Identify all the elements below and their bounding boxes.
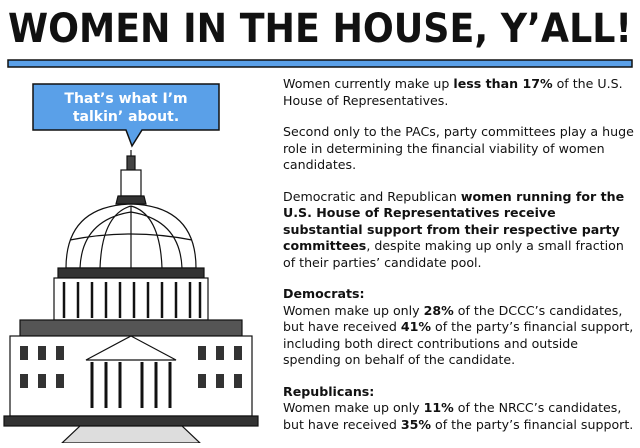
paragraph: Republicans: Women make up only 11% of th… — [283, 384, 635, 434]
text: of the party’s financial support, includ… — [283, 319, 634, 367]
text: of the party’s financial support. — [431, 416, 634, 432]
bold-text: 41% — [400, 319, 431, 334]
bold-text: 11% — [423, 400, 454, 415]
text: of the DCCC’s candidates, but have recei… — [283, 302, 623, 335]
speech-bubble: That’s what I’m talkin’ about. — [32, 83, 220, 148]
text-column: Women currently make up less than 17% of… — [283, 76, 635, 448]
bold-text: women running for the U.S. House of Repr… — [283, 188, 625, 254]
text: Second only to the PACs, party committee… — [283, 124, 634, 172]
section-heading: Republicans: — [283, 383, 375, 399]
text: , despite making up only a small fractio… — [283, 238, 624, 270]
bold-text: 35% — [400, 416, 431, 432]
bold-text: 28% — [423, 302, 454, 318]
title-bar — [7, 59, 633, 68]
paragraph: Women currently make up less than 17% of… — [283, 76, 635, 109]
text: Democratic and Republican — [283, 188, 461, 204]
section-heading: Democrats: — [283, 286, 365, 301]
paragraph: Democrats: Women make up only 28% of the … — [283, 286, 635, 369]
capitol-illustration — [3, 150, 259, 443]
text: Women currently make up — [283, 76, 454, 91]
text: Women make up only — [283, 400, 424, 415]
bubble-line: talkin’ about. — [73, 109, 179, 125]
paragraph: Second only to the PACs, party committee… — [283, 124, 635, 174]
paragraph: Democratic and Republican women running … — [283, 189, 635, 272]
text: of the U.S. House of Representatives. — [283, 76, 623, 108]
bold-text: less than 17% — [453, 76, 553, 91]
text: of the NRCC’s candidates, but have recei… — [283, 400, 622, 432]
text: Women make up only — [283, 302, 424, 318]
title: WOMEN IN THE HOUSE, Y’ALL! — [8, 6, 632, 52]
bubble-line: That’s what I’m — [64, 91, 187, 107]
